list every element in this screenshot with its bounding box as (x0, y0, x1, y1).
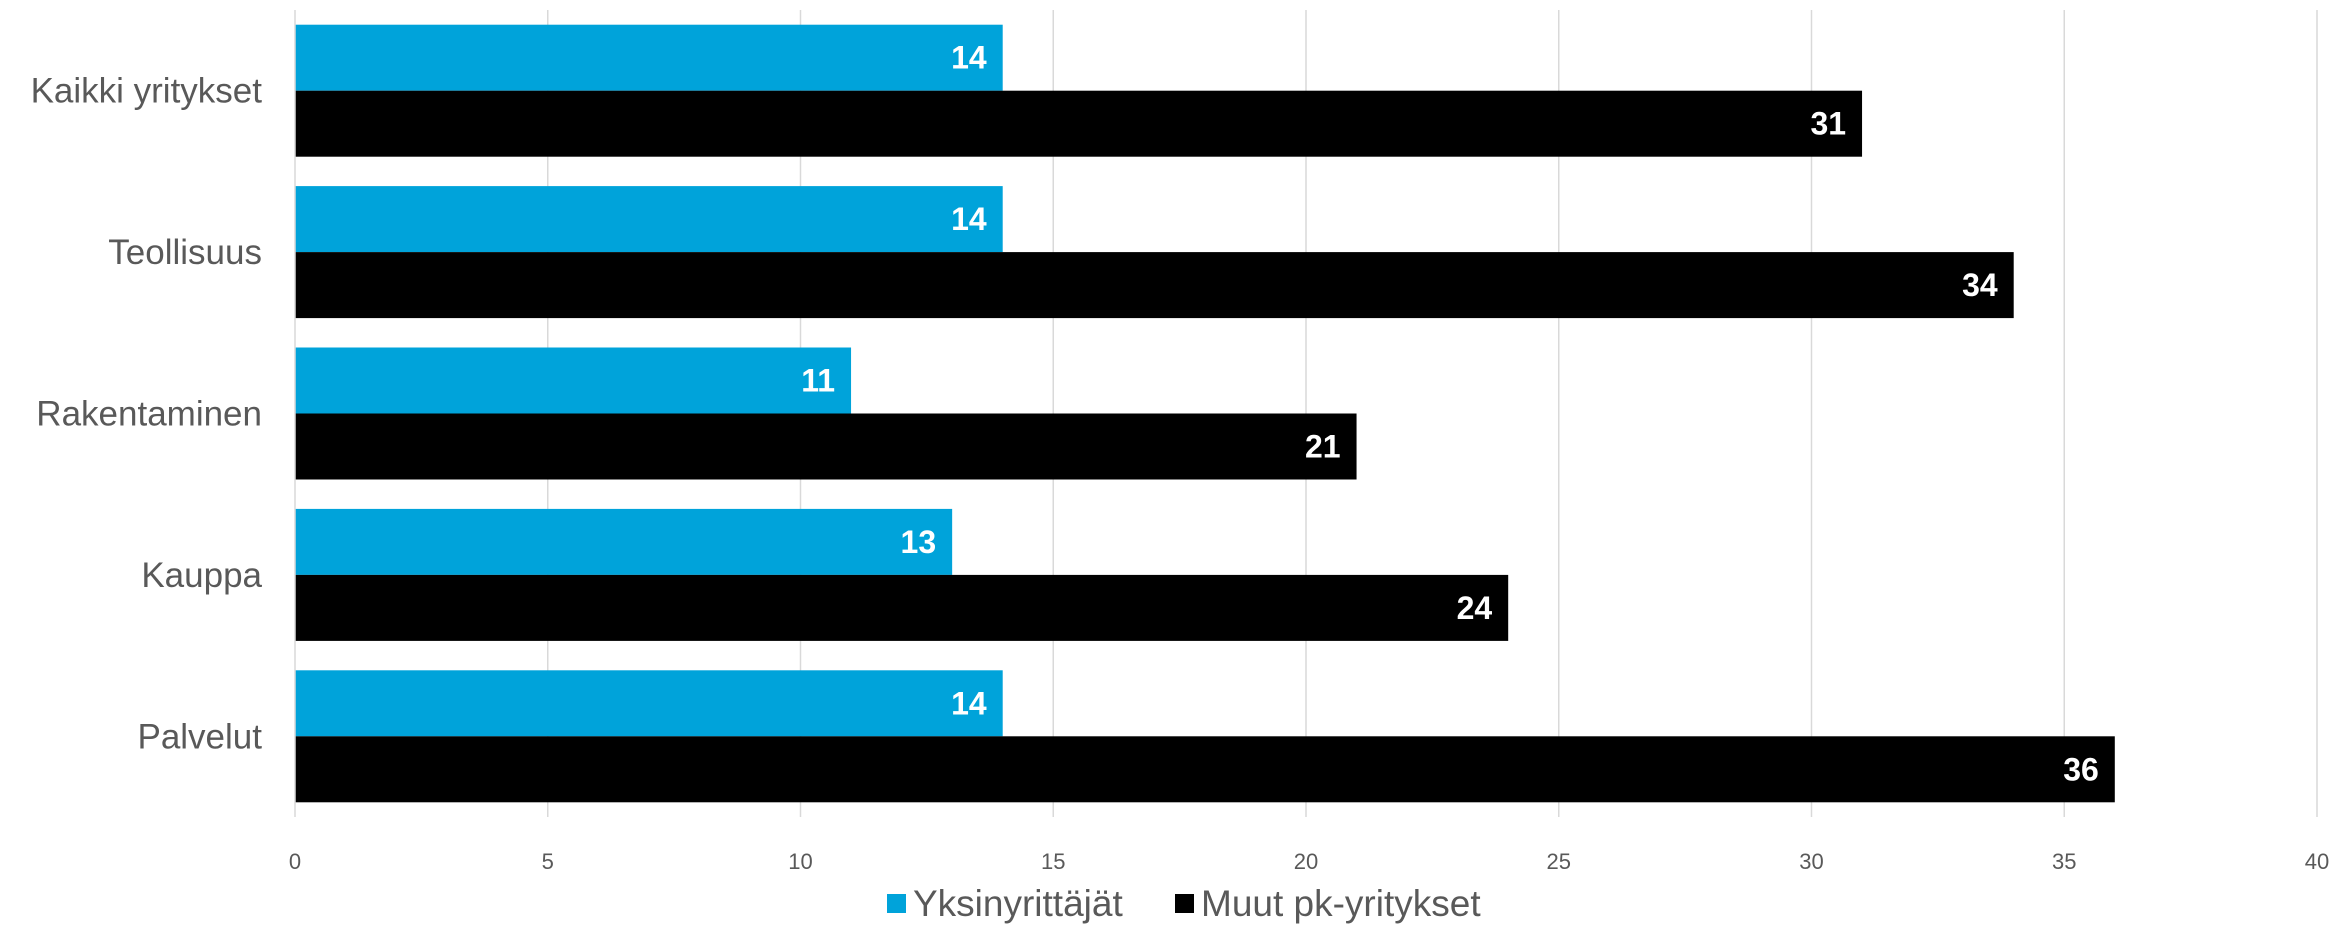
legend-swatch (1175, 894, 1194, 913)
category-label: Teollisuus (108, 233, 262, 272)
bar-muut-pk-yritykset (295, 413, 1357, 480)
data-label: 31 (1810, 106, 1846, 142)
data-label: 14 (951, 40, 987, 76)
bar-yksinyrittajat (295, 670, 1003, 737)
data-label: 34 (1962, 267, 1998, 303)
data-label: 36 (2063, 751, 2099, 787)
legend-label: Muut pk-yritykset (1201, 883, 1481, 924)
data-label: 14 (951, 201, 987, 237)
bar-yksinyrittajat (295, 186, 1003, 253)
tick-label: 15 (1041, 849, 1065, 874)
bars (295, 24, 2115, 803)
tick-label: 25 (1547, 849, 1571, 874)
data-label: 11 (801, 363, 835, 399)
legend-label: Yksinyrittäjät (913, 883, 1123, 924)
bar-muut-pk-yritykset (295, 574, 1509, 641)
data-label: 24 (1457, 590, 1493, 626)
value-axis: 0 5 10 15 20 25 30 35 40 (289, 849, 2329, 874)
legend-swatch (887, 894, 906, 913)
bar-muut-pk-yritykset (295, 736, 2115, 803)
bar-muut-pk-yritykset (295, 90, 1863, 157)
category-label: Palvelut (137, 717, 262, 756)
bar-muut-pk-yritykset (295, 252, 2014, 319)
bar-yksinyrittajat (295, 508, 953, 575)
tick-label: 40 (2305, 849, 2329, 874)
tick-label: 20 (1294, 849, 1318, 874)
category-label: Kauppa (141, 556, 262, 595)
tick-label: 30 (1799, 849, 1823, 874)
data-label: 13 (901, 524, 937, 560)
category-label: Kaikki yritykset (31, 72, 263, 111)
data-label: 14 (951, 685, 987, 721)
tick-label: 5 (542, 849, 554, 874)
data-labels: 14 31 14 34 11 21 13 24 14 36 (801, 40, 2099, 788)
category-axis: Kaikki yritykset Teollisuus Rakentaminen Ka… (31, 72, 263, 757)
tick-label: 0 (289, 849, 301, 874)
bar-yksinyrittajat (295, 24, 1003, 91)
tick-label: 35 (2052, 849, 2076, 874)
category-label: Rakentaminen (36, 395, 262, 434)
legend: Yksinyrittäjät Muut pk-yritykset (887, 883, 1481, 924)
tick-label: 10 (788, 849, 812, 874)
bar-yksinyrittajat (295, 347, 852, 414)
data-label: 21 (1305, 429, 1341, 465)
